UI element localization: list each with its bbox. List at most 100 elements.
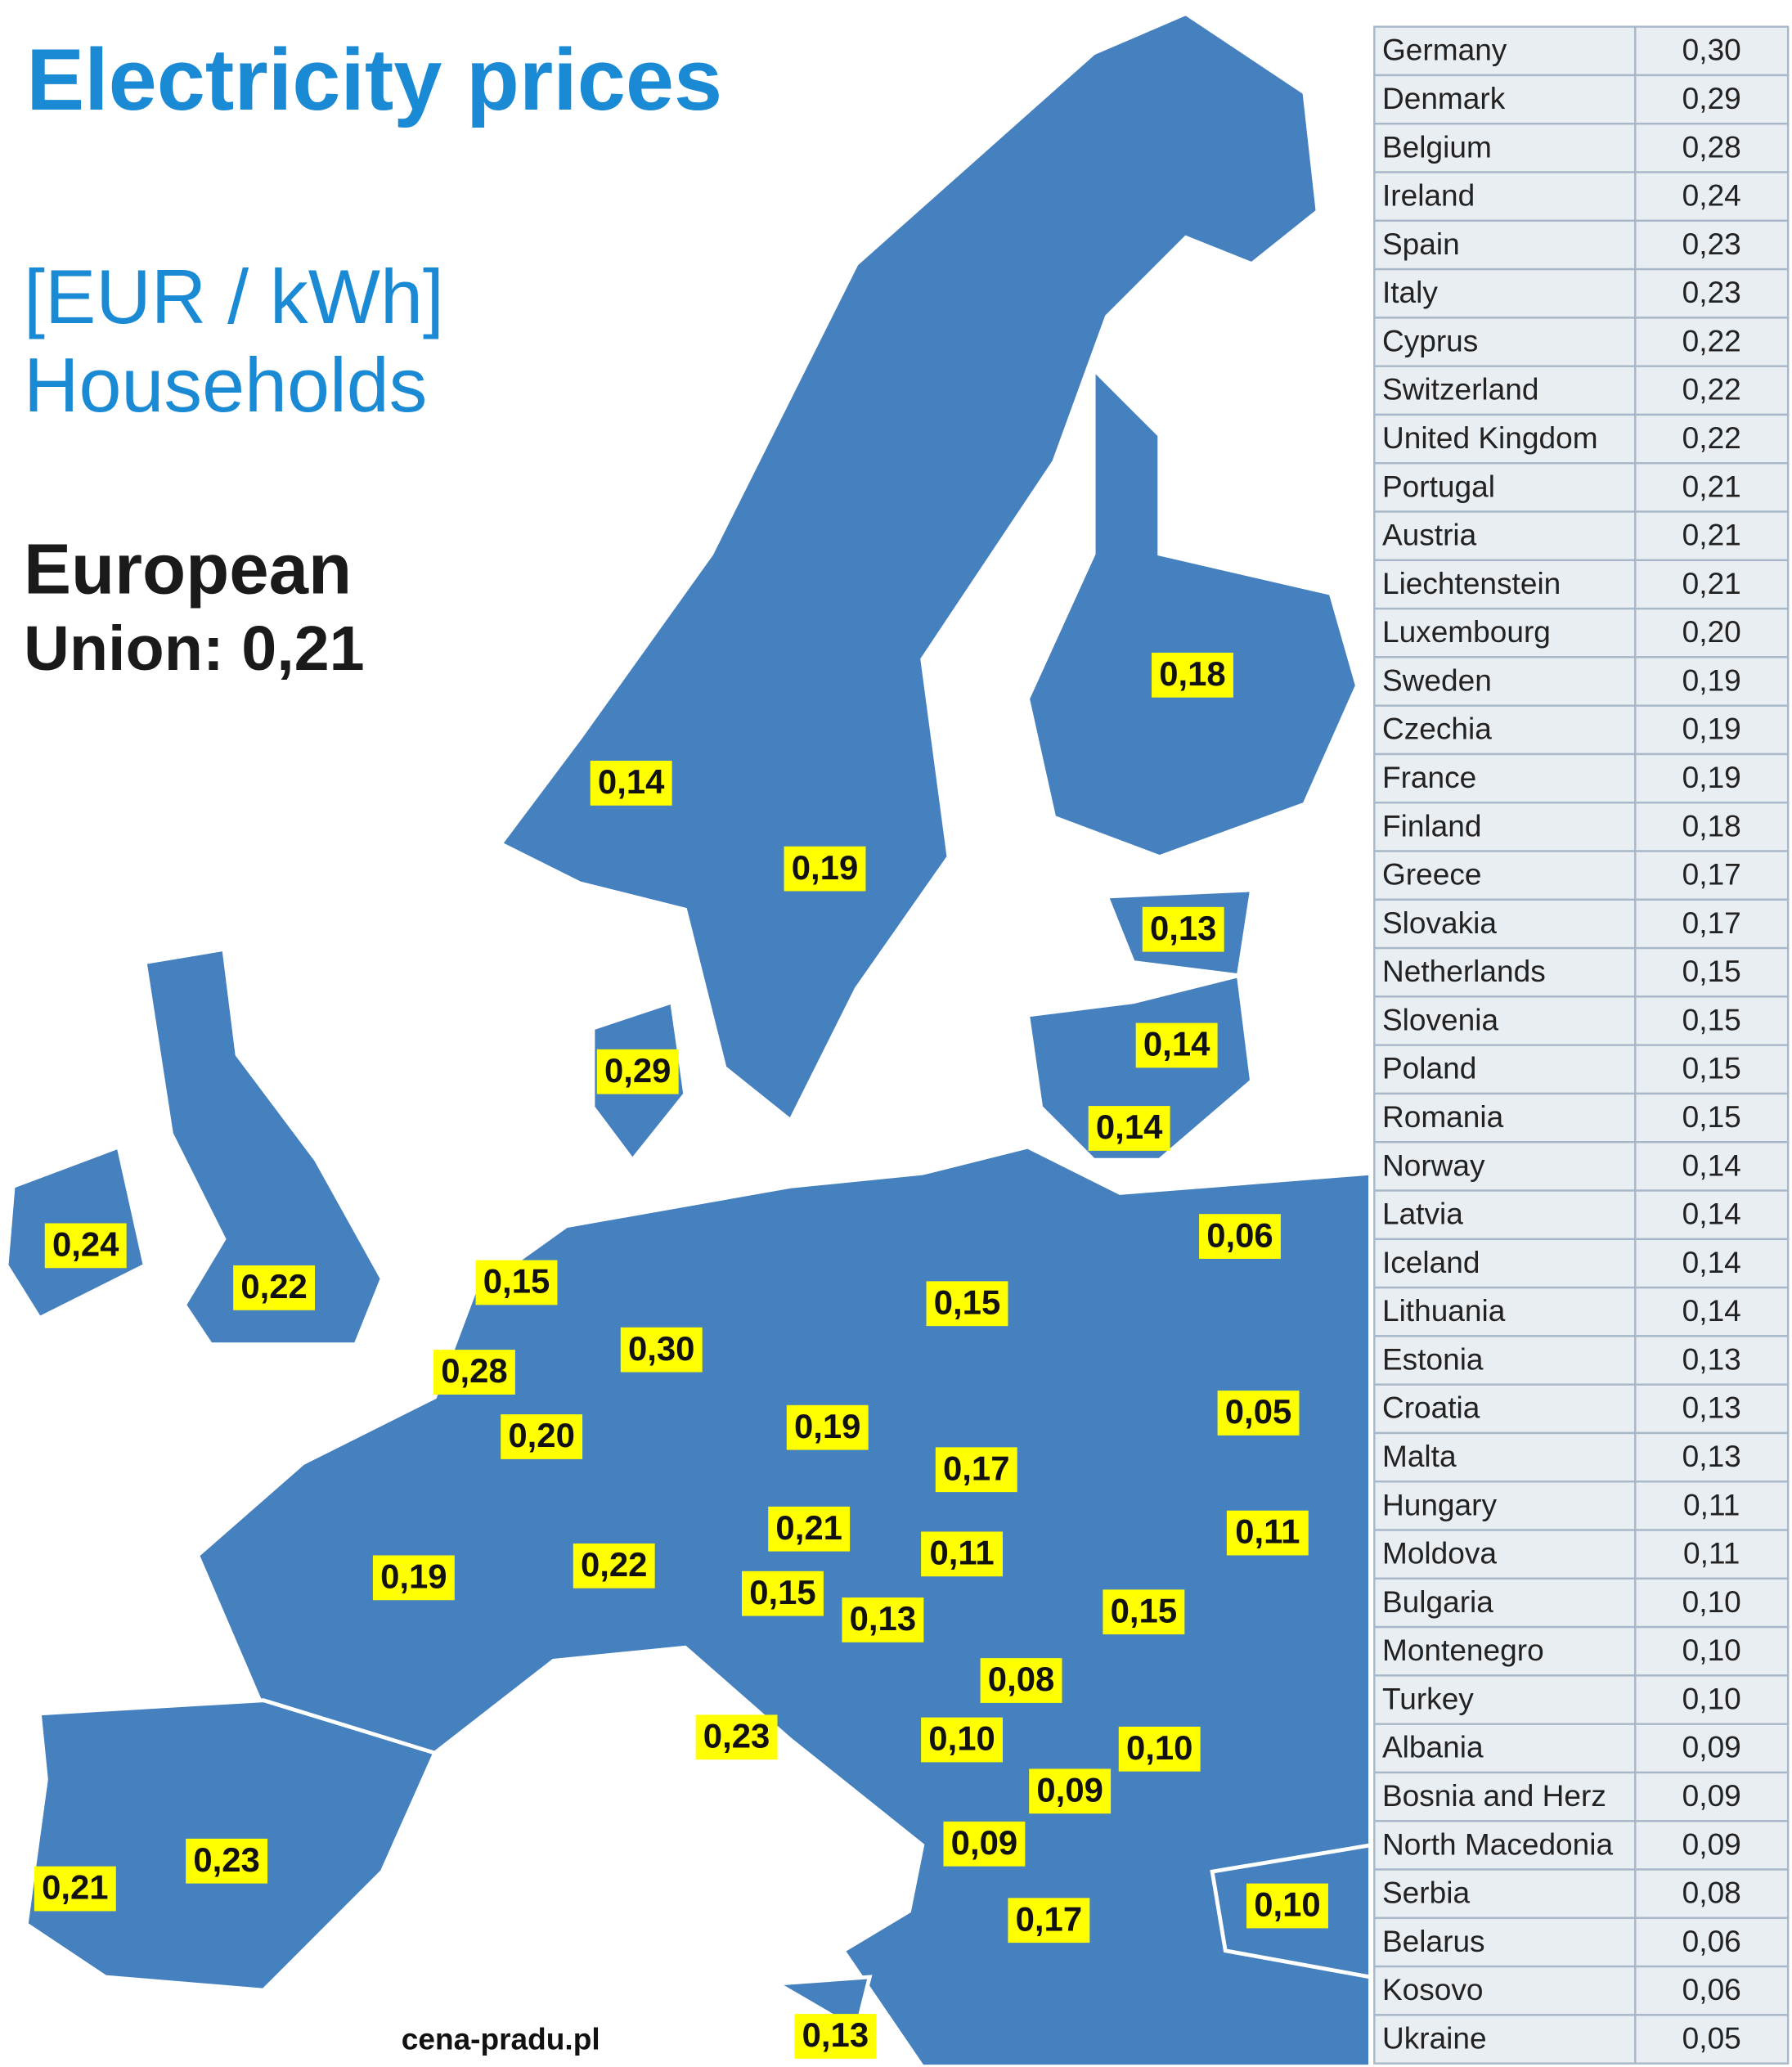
price-label: 0,22 <box>240 1267 308 1305</box>
table-cell <box>1373 1092 1637 1144</box>
table-cell <box>1634 317 1790 367</box>
country-price: 0,14 <box>1682 1245 1741 1279</box>
table-cell <box>1373 946 1637 998</box>
country-price: 0,23 <box>1682 275 1741 309</box>
table-cell <box>1373 1965 1637 2016</box>
price-label: 0,18 <box>1159 654 1226 693</box>
label-box <box>1088 1106 1170 1151</box>
country-name: Slovakia <box>1382 905 1497 940</box>
table-cell <box>1373 753 1637 804</box>
price-label: 0,29 <box>604 1051 671 1090</box>
country-name: France <box>1382 760 1476 794</box>
country-name: Switzerland <box>1382 372 1539 407</box>
label-box <box>44 1223 127 1269</box>
table-cell <box>1634 1481 1790 1531</box>
country-name: Cyprus <box>1382 323 1478 357</box>
price-label: 0,15 <box>934 1283 1001 1321</box>
country-name: Hungary <box>1382 1487 1498 1521</box>
price-table: Germany 0,30 Denmark 0,29 Belgium 0,28 Ireland… <box>1373 25 1790 2065</box>
table-cell <box>1373 267 1637 319</box>
price-label: 0,13 <box>802 2015 869 2054</box>
table-cell <box>1634 219 1790 271</box>
price-label: 0,17 <box>1016 1899 1083 1938</box>
table-cell <box>1373 1577 1637 1629</box>
table-cell <box>1634 2014 1790 2065</box>
table-cell <box>1373 995 1637 1046</box>
price-label: 0,19 <box>794 1407 861 1445</box>
subtitle: Households <box>24 342 427 428</box>
unit: [EUR / kWh] <box>24 254 444 339</box>
country-name: Finland <box>1382 808 1482 843</box>
price-label: 0,24 <box>52 1225 119 1264</box>
table-cell <box>1634 898 1790 950</box>
label-box <box>475 1260 558 1305</box>
country-name: Ireland <box>1382 178 1475 213</box>
label-box <box>794 2014 877 2059</box>
country-price: 0,15 <box>1682 1099 1741 1134</box>
price-label: 0,19 <box>380 1557 447 1596</box>
price-label: 0,30 <box>628 1329 695 1368</box>
country-name: Poland <box>1382 1051 1476 1085</box>
country-name: Austria <box>1382 518 1477 552</box>
price-label: 0,22 <box>581 1545 648 1584</box>
country-name: Czechia <box>1382 712 1492 746</box>
label-box <box>573 1543 655 1588</box>
price-label: 0,14 <box>598 762 665 801</box>
label-box <box>1135 1022 1218 1068</box>
table-cell <box>1373 1481 1637 1531</box>
price-label: 0,05 <box>1225 1392 1292 1431</box>
country-price: 0,15 <box>1682 954 1741 988</box>
country-name: Luxembourg <box>1382 614 1551 649</box>
country-price: 0,06 <box>1682 1924 1741 1958</box>
price-label: 0,08 <box>988 1660 1055 1698</box>
price-label: 0,20 <box>508 1416 575 1454</box>
country-price: 0,21 <box>1682 566 1741 600</box>
table-cell <box>1634 1092 1790 1144</box>
table-cell <box>1373 219 1637 271</box>
label-box <box>1142 906 1224 952</box>
price-label: 0,28 <box>441 1351 508 1390</box>
country-name: United Kingdom <box>1382 420 1598 455</box>
country-price: 0,14 <box>1682 1148 1741 1182</box>
country-price: 0,24 <box>1682 178 1741 213</box>
table-cell <box>1373 559 1637 610</box>
country-price: 0,17 <box>1682 857 1741 892</box>
label-box <box>1118 1726 1201 1772</box>
country-price: 0,05 <box>1682 2020 1741 2055</box>
country-name: Netherlands <box>1382 954 1546 988</box>
country-name: Romania <box>1382 1099 1504 1134</box>
country-price: 0,18 <box>1682 808 1741 843</box>
price-label: 0,14 <box>1143 1025 1210 1063</box>
country-name: Liechtenstein <box>1382 566 1561 600</box>
price-label: 0,11 <box>929 1534 994 1572</box>
label-box <box>842 1597 924 1642</box>
table-cell <box>1634 1625 1790 1677</box>
table-cell <box>1373 1431 1637 1483</box>
price-label: 0,15 <box>483 1262 550 1301</box>
map-labels: 0,18 0,14 0,19 0,13 0,14 0,29 0,14 0,06 0,24 0,22… <box>34 652 1328 2059</box>
label-box <box>943 1821 1026 1867</box>
country-price: 0,22 <box>1682 323 1741 357</box>
table-cell <box>1373 704 1637 756</box>
table-cell <box>1634 267 1790 319</box>
great-britain <box>142 946 384 1347</box>
table-cell <box>1373 1771 1637 1822</box>
label-box <box>372 1555 455 1601</box>
price-label: 0,10 <box>1126 1728 1193 1767</box>
table-cell <box>1634 74 1790 125</box>
country-price: 0,23 <box>1682 227 1741 261</box>
price-label: 0,09 <box>951 1823 1018 1862</box>
country-name: Denmark <box>1382 81 1506 115</box>
table-cell <box>1634 1529 1790 1580</box>
eu-line1: European <box>24 529 352 609</box>
price-label: 0,11 <box>1235 1512 1300 1551</box>
country-name: Croatia <box>1382 1391 1480 1425</box>
title: Electricity prices <box>26 31 722 128</box>
table-cell <box>1373 1335 1637 1386</box>
country-price: 0,14 <box>1682 1293 1741 1328</box>
label-box <box>768 1506 851 1552</box>
country-name: Montenegro <box>1382 1633 1544 1667</box>
table-cell <box>1634 802 1790 852</box>
label-box <box>786 1404 869 1450</box>
